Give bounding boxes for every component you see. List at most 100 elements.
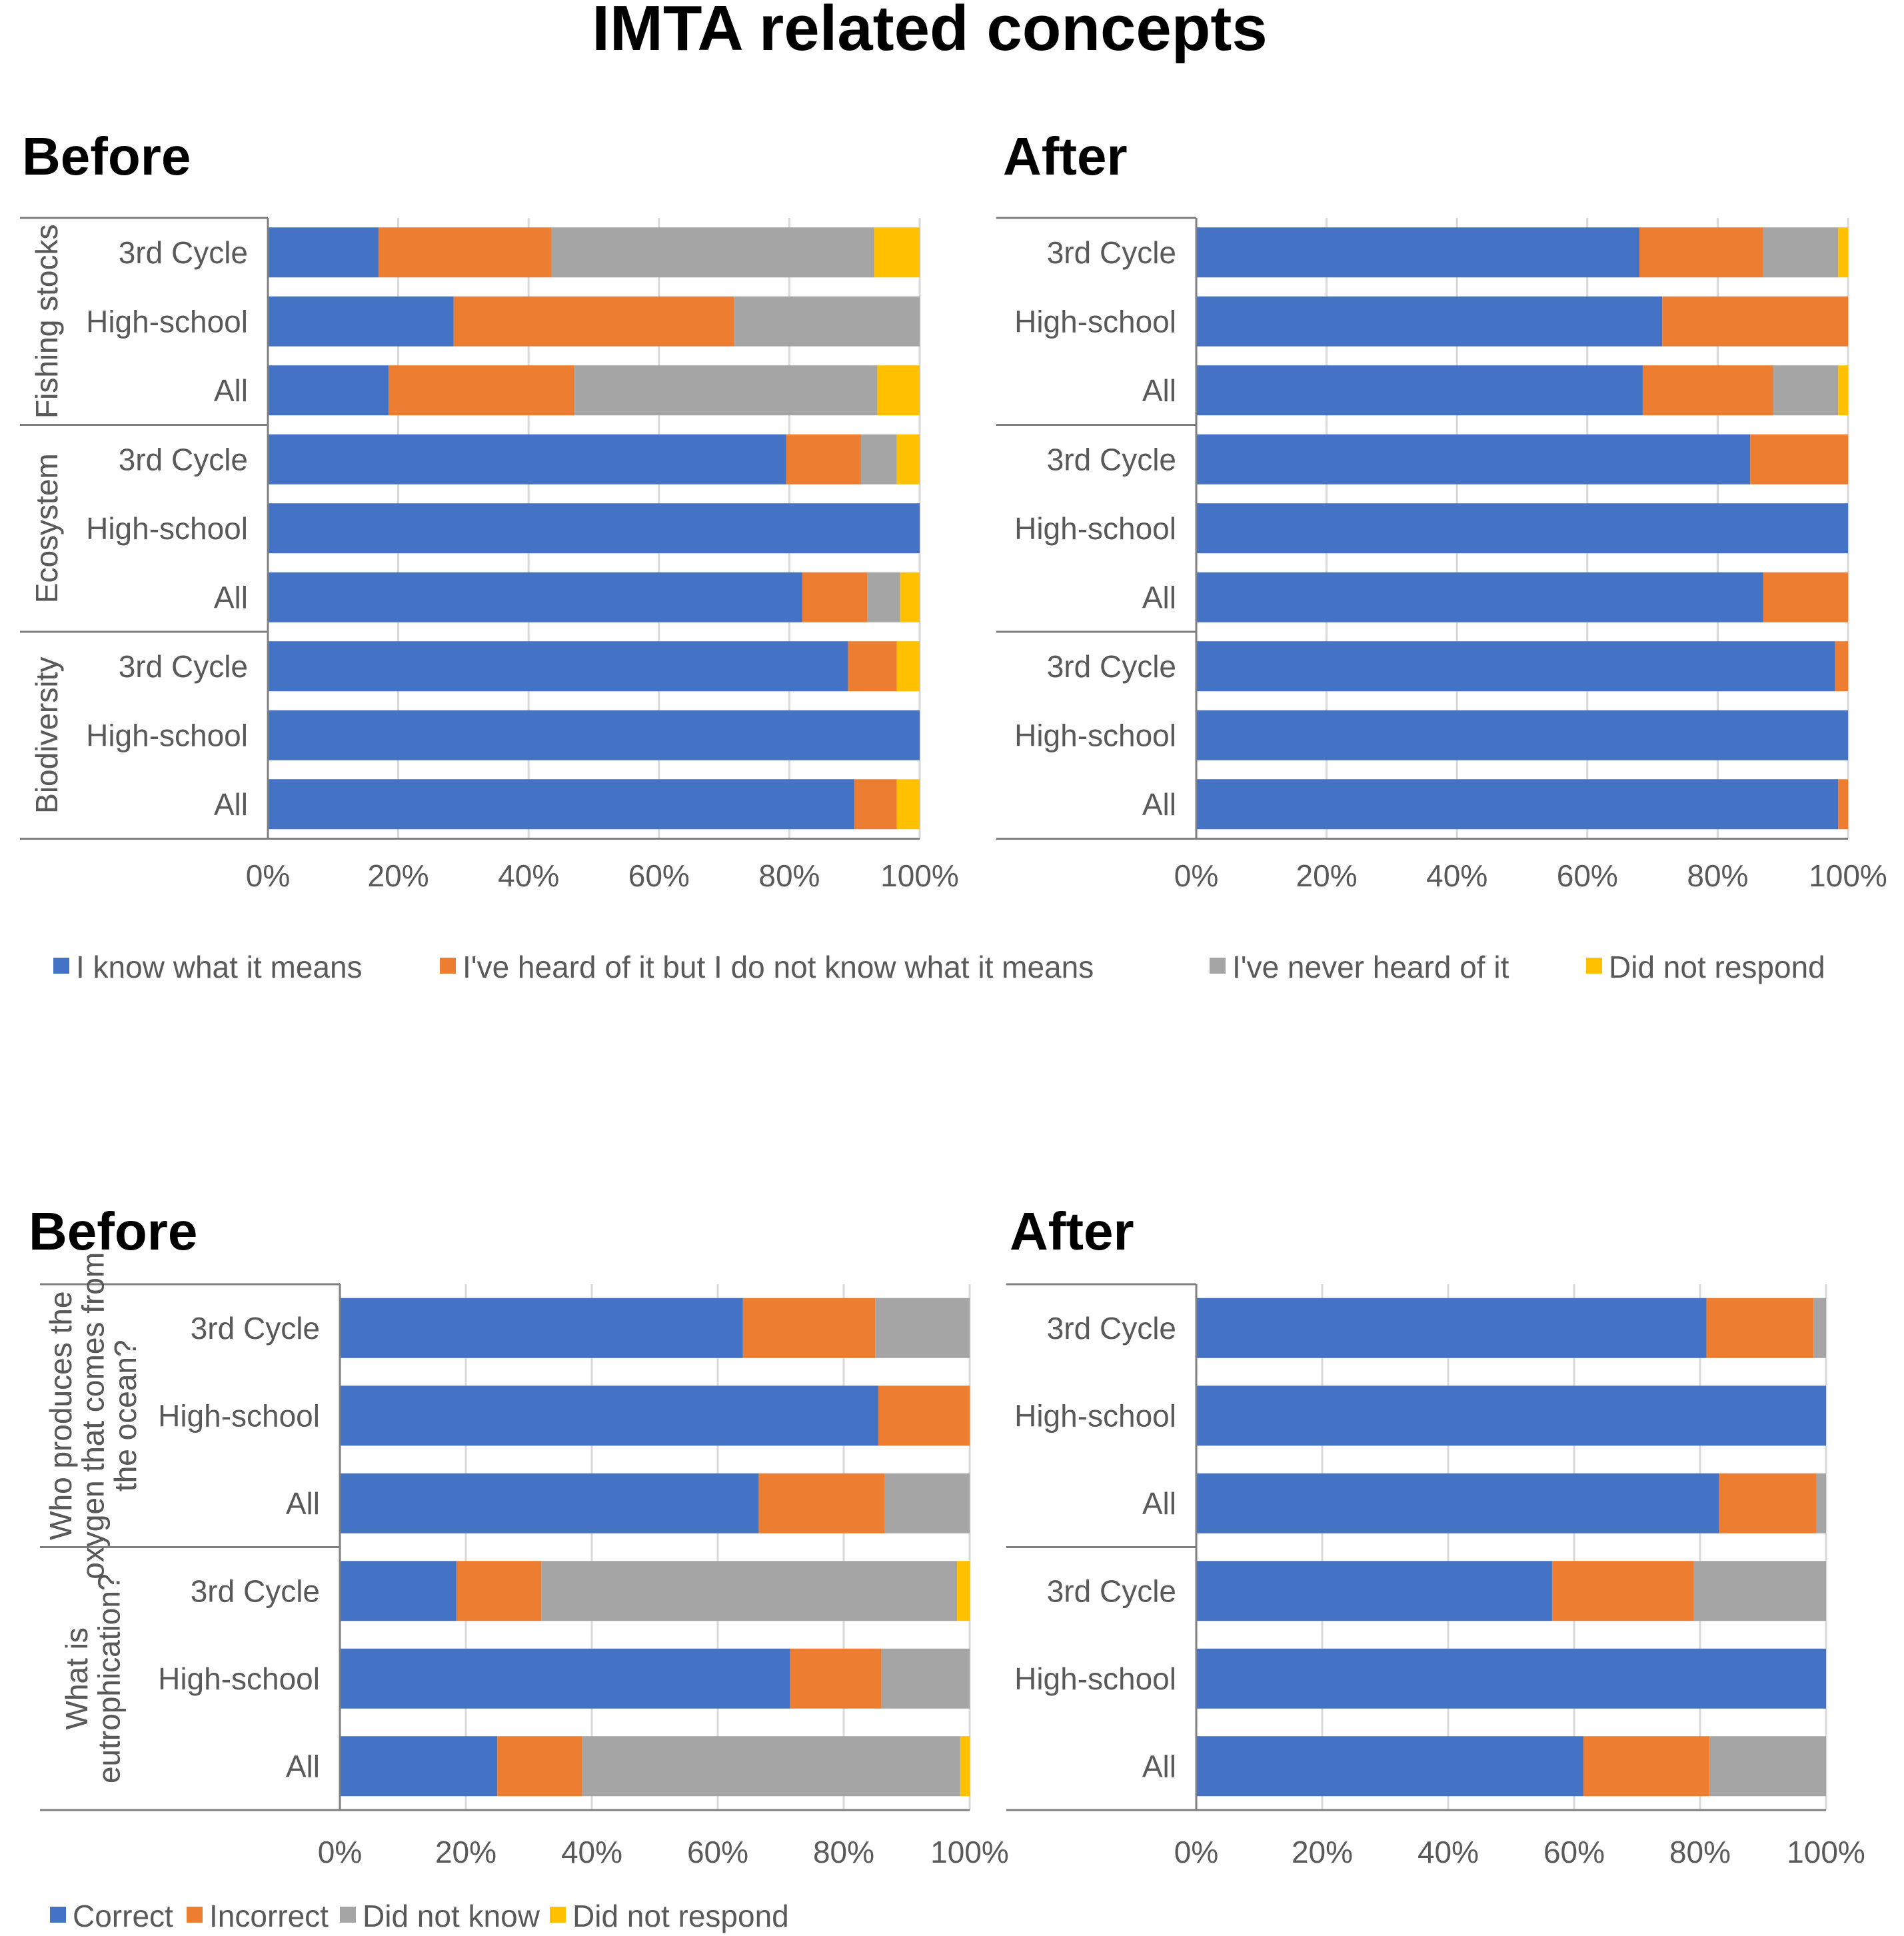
category-label: High-school: [158, 1398, 320, 1433]
chart-3-title: Before: [29, 1202, 197, 1261]
category-label: 3rd Cycle: [1047, 649, 1176, 684]
tick-label: 60%: [628, 858, 690, 893]
category-label: All: [1142, 373, 1176, 408]
bar-what-is-eutrophication-3rd-cycle-incorrect: [1552, 1561, 1694, 1621]
bar-ecosystem-all-i-ve-heard-of-it-but-i-d: [1763, 572, 1848, 622]
bar-who-produces-the-oxygen--all-correct: [1196, 1473, 1719, 1533]
bar-ecosystem-all-i-ve-heard-of-it-but-i-d: [802, 572, 868, 622]
bar-fishing-stocks-3rd-cycle-i-ve-heard-of-it-but-i-d: [379, 227, 551, 277]
bar-fishing-stocks-all-i-ve-heard-of-it-but-i-d: [389, 365, 574, 415]
bar-what-is-eutrophication-3rd-cycle-did-not-know: [1694, 1561, 1826, 1621]
bar-ecosystem-high-school-i-know-what-it-means: [1196, 503, 1848, 553]
bar-what-is-eutrophication-high-school-correct: [1196, 1649, 1826, 1709]
figure-canvas: IMTA related concepts Before3rd CycleHig…: [0, 0, 1904, 1936]
chart-2-title: After: [1003, 127, 1128, 186]
bar-ecosystem-3rd-cycle-i-ve-heard-of-it-but-i-d: [786, 435, 861, 484]
bar-fishing-stocks-all-i-ve-never-heard-of-it: [574, 365, 878, 415]
legend-swatch-i-ve-never-heard-of-it: [1210, 958, 1226, 974]
bar-what-is-eutrophication-3rd-cycle-did-not-respond: [957, 1561, 970, 1621]
tick-label: 20%: [435, 1835, 496, 1869]
legend-label-correct: Correct: [73, 1899, 173, 1933]
bar-ecosystem-3rd-cycle-i-know-what-it-means: [268, 435, 786, 484]
bar-fishing-stocks-3rd-cycle-did-not-respond: [1838, 227, 1848, 277]
bar-ecosystem-3rd-cycle-i-ve-heard-of-it-but-i-d: [1750, 435, 1848, 484]
chart-4-title: After: [1010, 1202, 1134, 1261]
tick-label: 0%: [246, 858, 290, 893]
bar-what-is-eutrophication-3rd-cycle-correct: [1196, 1561, 1552, 1621]
bar-who-produces-the-oxygen--3rd-cycle-incorrect: [743, 1298, 875, 1358]
legend-swatch-i-ve-heard-of-it-but-i-d: [440, 958, 456, 974]
bar-what-is-eutrophication-all-did-not-know: [1709, 1736, 1826, 1796]
bar-who-produces-the-oxygen--3rd-cycle-did-not-know: [875, 1298, 970, 1358]
tick-label: 0%: [1174, 1835, 1218, 1869]
bar-biodiversity-all-i-know-what-it-means: [268, 779, 854, 829]
bar-fishing-stocks-all-i-know-what-it-means: [1196, 365, 1643, 415]
tick-label: 80%: [1669, 1835, 1731, 1869]
bar-ecosystem-3rd-cycle-i-know-what-it-means: [1196, 435, 1750, 484]
bar-fishing-stocks-all-i-ve-never-heard-of-it: [1773, 365, 1839, 415]
category-label: High-school: [86, 718, 248, 752]
category-label: High-school: [86, 304, 248, 339]
bar-who-produces-the-oxygen--all-did-not-know: [884, 1473, 970, 1533]
bar-fishing-stocks-3rd-cycle-i-know-what-it-means: [1196, 227, 1639, 277]
bar-fishing-stocks-3rd-cycle-i-ve-never-heard-of-it: [551, 227, 874, 277]
bar-fishing-stocks-all-did-not-respond: [1838, 365, 1848, 415]
tick-label: 60%: [1543, 1835, 1605, 1869]
legend-swatch-did-not-respond: [550, 1907, 566, 1923]
category-label: All: [1142, 1749, 1176, 1783]
legend-label-did-not-know: Did not know: [363, 1899, 540, 1933]
bar-fishing-stocks-high-school-i-ve-heard-of-it-but-i-d: [1662, 297, 1848, 347]
group-label-line: Biodiversity: [29, 657, 64, 814]
bar-biodiversity-3rd-cycle-i-know-what-it-means: [268, 641, 848, 691]
group-label-fishing-stocks: Fishing stocks: [29, 225, 64, 419]
legend-swatch-did-not-respond: [1586, 958, 1602, 974]
bar-what-is-eutrophication-3rd-cycle-incorrect: [457, 1561, 542, 1621]
bar-who-produces-the-oxygen--high-school-incorrect: [878, 1386, 970, 1446]
bar-fishing-stocks-all-did-not-respond: [877, 365, 920, 415]
bar-ecosystem-all-i-know-what-it-means: [1196, 572, 1763, 622]
bar-fishing-stocks-high-school-i-know-what-it-means: [268, 297, 454, 347]
bar-who-produces-the-oxygen--high-school-correct: [340, 1386, 878, 1446]
group-label-line: Fishing stocks: [29, 225, 64, 419]
category-label: High-school: [158, 1661, 320, 1696]
bar-who-produces-the-oxygen--high-school-correct: [1196, 1386, 1826, 1446]
tick-label: 20%: [368, 858, 429, 893]
bar-ecosystem-3rd-cycle-did-not-respond: [897, 435, 920, 484]
category-label: All: [214, 580, 248, 614]
bar-who-produces-the-oxygen--3rd-cycle-incorrect: [1706, 1298, 1813, 1358]
bar-ecosystem-high-school-i-know-what-it-means: [268, 503, 920, 553]
bar-biodiversity-high-school-i-know-what-it-means: [268, 710, 920, 760]
bar-biodiversity-all-i-know-what-it-means: [1196, 779, 1838, 829]
bar-who-produces-the-oxygen--all-correct: [340, 1473, 758, 1533]
category-label: 3rd Cycle: [191, 1311, 320, 1346]
category-label: 3rd Cycle: [191, 1573, 320, 1608]
bar-who-produces-the-oxygen--all-did-not-know: [1817, 1473, 1826, 1533]
bar-fishing-stocks-high-school-i-ve-heard-of-it-but-i-d: [454, 297, 734, 347]
legend-label-incorrect: Incorrect: [209, 1899, 329, 1933]
group-label-line: the ocean?: [108, 1340, 143, 1491]
category-label: 3rd Cycle: [119, 442, 248, 477]
bar-fishing-stocks-3rd-cycle-i-know-what-it-means: [268, 227, 379, 277]
category-label: High-school: [1014, 304, 1176, 339]
tick-label: 20%: [1292, 1835, 1353, 1869]
legend-label-did-not-respond: Did not respond: [1609, 950, 1825, 984]
tick-label: 80%: [1687, 858, 1748, 893]
tick-label: 40%: [498, 858, 559, 893]
bar-biodiversity-all-i-ve-heard-of-it-but-i-d: [854, 779, 897, 829]
tick-label: 0%: [318, 1835, 362, 1869]
bar-biodiversity-high-school-i-know-what-it-means: [1196, 710, 1848, 760]
category-label: 3rd Cycle: [1047, 1311, 1176, 1346]
bar-fishing-stocks-all-i-know-what-it-means: [268, 365, 389, 415]
bar-fishing-stocks-3rd-cycle-i-ve-heard-of-it-but-i-d: [1639, 227, 1763, 277]
bar-what-is-eutrophication-high-school-incorrect: [790, 1649, 882, 1709]
bar-biodiversity-all-did-not-respond: [897, 779, 920, 829]
bar-who-produces-the-oxygen--all-incorrect: [758, 1473, 884, 1533]
bar-fishing-stocks-high-school-i-ve-never-heard-of-it: [734, 297, 920, 347]
group-label-line: Who produces the: [43, 1292, 78, 1540]
tick-label: 100%: [930, 1835, 1009, 1869]
bar-ecosystem-3rd-cycle-i-ve-never-heard-of-it: [861, 435, 897, 484]
bar-what-is-eutrophication-all-did-not-respond: [960, 1736, 970, 1796]
legend-label-i-ve-heard-of-it-but-i-d: I've heard of it but I do not know what …: [463, 950, 1094, 984]
bar-what-is-eutrophication-high-school-correct: [340, 1649, 790, 1709]
bar-who-produces-the-oxygen--all-incorrect: [1719, 1473, 1816, 1533]
